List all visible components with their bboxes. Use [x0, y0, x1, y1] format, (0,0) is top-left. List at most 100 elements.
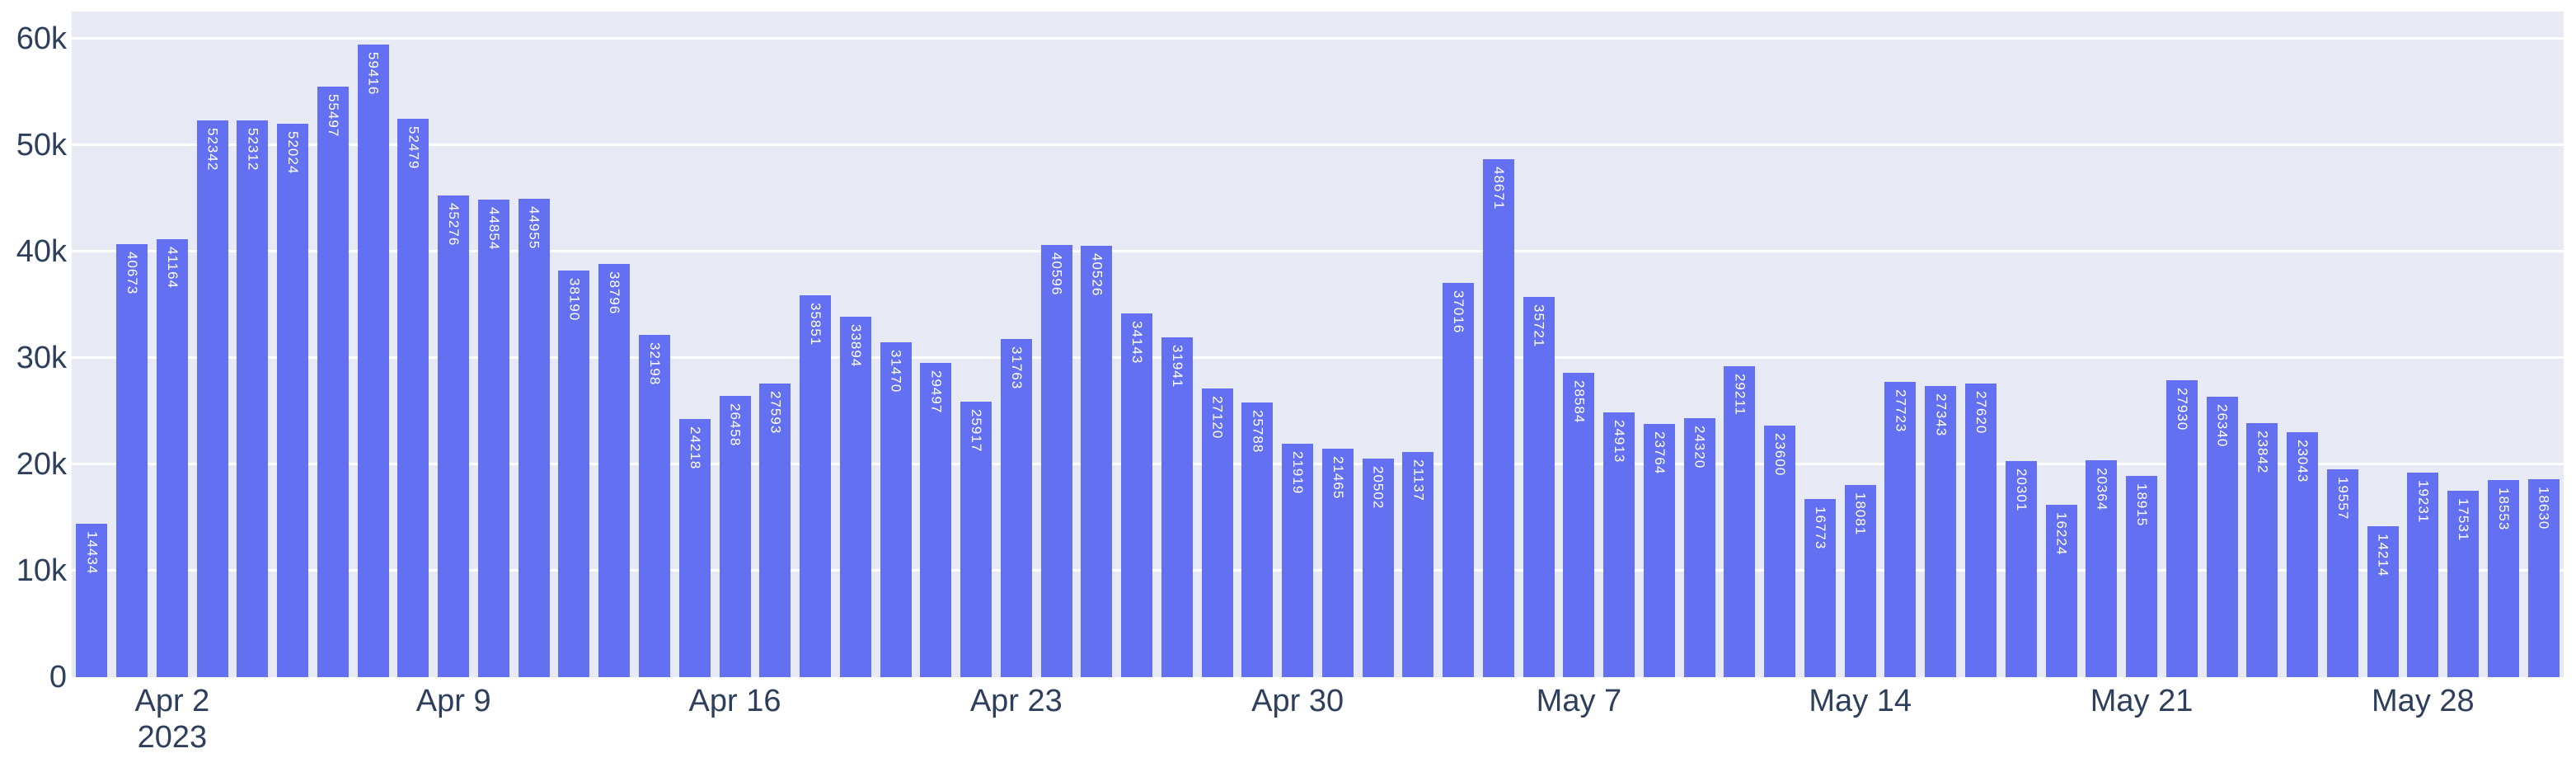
- bar-2023-05-29[interactable]: 17531: [2447, 490, 2480, 677]
- bar-value-label: 26458: [727, 402, 744, 446]
- bar-value-label: 59416: [365, 52, 382, 96]
- bar-value-label: 31941: [1169, 344, 1185, 388]
- bar-2023-05-08[interactable]: 24913: [1603, 412, 1635, 677]
- bar-value-label: 32198: [646, 341, 663, 385]
- bar-2023-04-07[interactable]: 59416: [357, 45, 389, 677]
- bar-2023-04-09[interactable]: 45276: [438, 195, 470, 677]
- bar-2023-04-16[interactable]: 26458: [719, 395, 751, 677]
- bar-2023-05-11[interactable]: 29211: [1724, 366, 1756, 677]
- bar-2023-05-15[interactable]: 27723: [1884, 382, 1917, 677]
- bar-value-label: 45276: [446, 202, 462, 246]
- bar-2023-05-17[interactable]: 27620: [1965, 383, 1997, 677]
- bar-value-label: 18081: [1852, 492, 1869, 535]
- bar-value-label: 20502: [1370, 466, 1387, 510]
- bar-value-label: 27620: [1973, 390, 1989, 434]
- bar-2023-04-28[interactable]: 27120: [1201, 388, 1233, 677]
- gridline-40k: [72, 250, 2564, 253]
- bar-2023-04-17[interactable]: 27593: [759, 383, 791, 677]
- y-axis-tick-label-30k: 30k: [16, 340, 67, 375]
- bar-2023-05-12[interactable]: 23600: [1764, 426, 1796, 677]
- bar-value-label: 14434: [84, 530, 101, 575]
- x-axis-tick-label-May-28: May 28: [2372, 684, 2475, 718]
- bar-2023-04-20[interactable]: 31470: [880, 341, 912, 677]
- bar-2023-05-30[interactable]: 18553: [2487, 479, 2519, 677]
- y-axis-tick-label-60k: 60k: [16, 21, 67, 56]
- bar-2023-05-19[interactable]: 16224: [2045, 504, 2077, 677]
- bar-2023-04-25[interactable]: 40526: [1081, 246, 1113, 677]
- bar-value-label: 23600: [1772, 433, 1789, 477]
- bar-value-label: 20301: [2013, 468, 2029, 512]
- bar-2023-04-01[interactable]: 40673: [116, 244, 148, 677]
- bar-2023-03-31[interactable]: 14434: [76, 523, 108, 677]
- bar-2023-05-20[interactable]: 20364: [2086, 460, 2118, 677]
- x-axis-tick-label-Apr-16: Apr 16: [688, 684, 781, 718]
- bar-2023-04-05[interactable]: 52024: [277, 123, 309, 677]
- bar-2023-04-22[interactable]: 25917: [960, 401, 992, 677]
- bar-value-label: 27120: [1209, 396, 1226, 440]
- bar-value-label: 23764: [1651, 431, 1668, 475]
- bar-2023-05-24[interactable]: 23842: [2246, 423, 2278, 677]
- bar-2023-04-23[interactable]: 31763: [1000, 339, 1032, 677]
- bar-2023-05-01[interactable]: 21465: [1321, 449, 1354, 677]
- x-axis-tick-label-May-21: May 21: [2090, 684, 2194, 718]
- bar-2023-04-02[interactable]: 41164: [156, 238, 188, 677]
- bar-value-label: 41164: [164, 246, 181, 289]
- bar-value-label: 25917: [969, 408, 985, 452]
- bar-2023-04-11[interactable]: 44955: [518, 198, 550, 677]
- bar-value-label: 27343: [1933, 393, 1950, 437]
- bar-2023-04-26[interactable]: 34143: [1121, 313, 1153, 677]
- bar-2023-05-07[interactable]: 28584: [1563, 373, 1595, 677]
- bar-2023-04-03[interactable]: 52342: [196, 120, 228, 677]
- bar-2023-05-16[interactable]: 27343: [1925, 386, 1957, 677]
- bar-2023-04-06[interactable]: 55497: [317, 86, 349, 677]
- bar-value-label: 21919: [1290, 451, 1307, 495]
- bar-2023-05-04[interactable]: 37016: [1443, 283, 1475, 677]
- bar-value-label: 25788: [1250, 410, 1266, 454]
- bar-2023-05-13[interactable]: 16773: [1804, 498, 1836, 677]
- bar-2023-05-06[interactable]: 35721: [1523, 297, 1555, 677]
- bar-2023-05-09[interactable]: 23764: [1643, 424, 1675, 677]
- bar-2023-05-22[interactable]: 27930: [2165, 379, 2198, 677]
- bar-2023-05-31[interactable]: 18630: [2527, 478, 2560, 677]
- bar-2023-05-26[interactable]: 19557: [2326, 468, 2358, 677]
- bar-2023-05-18[interactable]: 20301: [2005, 461, 2037, 677]
- x-axis-tick-label-May-7: May 7: [1536, 684, 1622, 718]
- bar-2023-04-30[interactable]: 21919: [1282, 444, 1314, 677]
- bar-2023-04-27[interactable]: 31941: [1161, 337, 1193, 677]
- bar-2023-04-10[interactable]: 44854: [477, 200, 509, 677]
- bar-2023-04-19[interactable]: 33894: [839, 316, 871, 677]
- bar-value-label: 29211: [1732, 374, 1748, 417]
- bar-value-label: 52342: [204, 127, 221, 171]
- bar-2023-04-04[interactable]: 52312: [237, 120, 269, 677]
- bar-2023-05-14[interactable]: 18081: [1844, 484, 1876, 677]
- bar-2023-04-29[interactable]: 25788: [1241, 402, 1274, 677]
- y-axis-tick-label-20k: 20k: [16, 446, 67, 482]
- bar-value-label: 19231: [2415, 479, 2432, 524]
- bar-value-label: 23043: [2295, 439, 2311, 482]
- bar-2023-04-14[interactable]: 32198: [638, 334, 670, 677]
- plot-area: 14434 40673 41164 52342 52312 52024 55497 59416…: [72, 12, 2564, 677]
- y-axis-tick-label-0: 0: [49, 660, 67, 694]
- bar-2023-05-10[interactable]: 24320: [1683, 418, 1715, 677]
- bar-2023-04-24[interactable]: 40596: [1040, 245, 1072, 677]
- bar-value-label: 24913: [1612, 419, 1628, 463]
- gridline-50k: [72, 144, 2564, 147]
- bar-value-label: 26340: [2214, 404, 2231, 448]
- bar-2023-05-25[interactable]: 23043: [2287, 431, 2319, 677]
- bar-value-label: 35851: [808, 303, 824, 346]
- bar-2023-04-08[interactable]: 52479: [397, 118, 429, 677]
- bar-2023-04-13[interactable]: 38796: [598, 264, 631, 677]
- bar-2023-04-12[interactable]: 38190: [558, 271, 590, 677]
- bar-2023-05-02[interactable]: 20502: [1362, 459, 1394, 677]
- bar-2023-05-28[interactable]: 19231: [2407, 472, 2439, 677]
- bar-value-label: 31763: [1008, 346, 1025, 390]
- bar-2023-05-23[interactable]: 26340: [2206, 397, 2238, 677]
- bar-2023-04-15[interactable]: 24218: [678, 419, 711, 677]
- bar-2023-05-21[interactable]: 18915: [2126, 475, 2158, 677]
- bar-2023-04-21[interactable]: 29497: [920, 363, 952, 677]
- bar-2023-04-18[interactable]: 35851: [800, 295, 832, 677]
- bar-value-label: 18553: [2495, 487, 2512, 530]
- bar-2023-05-03[interactable]: 21137: [1402, 452, 1434, 677]
- bar-2023-05-05[interactable]: 48671: [1482, 158, 1514, 677]
- bar-2023-05-27[interactable]: 14214: [2367, 525, 2399, 677]
